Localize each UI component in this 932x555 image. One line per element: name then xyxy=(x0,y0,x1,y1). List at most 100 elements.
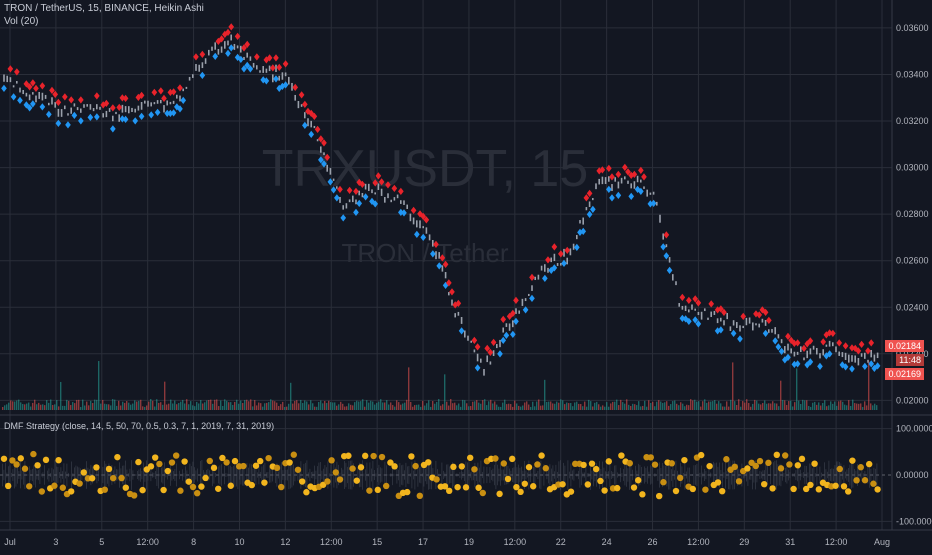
down-marker: ♦ xyxy=(153,108,162,119)
volume-bar xyxy=(340,402,341,410)
volume-bar xyxy=(362,399,363,410)
indicator-bar xyxy=(230,466,231,485)
volume-bar xyxy=(380,399,381,410)
indicator-dot xyxy=(391,463,397,469)
indicator-dot xyxy=(681,457,687,463)
indicator-dot xyxy=(417,493,423,499)
indicator-bar xyxy=(656,475,657,476)
indicator-dot xyxy=(463,484,469,490)
down-marker: ♦ xyxy=(508,330,517,341)
indicator-bar xyxy=(722,463,723,488)
volume-bar xyxy=(116,406,117,410)
indicator-bar xyxy=(143,462,144,487)
volume-bar xyxy=(264,403,265,410)
volume-bar xyxy=(276,403,277,410)
indicator-dot xyxy=(1,456,7,462)
volume-bar xyxy=(764,400,765,410)
indicator-bar xyxy=(400,463,401,487)
indicator-bar xyxy=(491,470,492,480)
indicator-bar xyxy=(451,467,452,483)
volume-bar xyxy=(752,404,753,410)
price-candle xyxy=(707,318,709,320)
volume-bar xyxy=(366,400,367,410)
watermark-symbol: TRXUSDT, 15 xyxy=(262,140,589,198)
indicator-bar xyxy=(644,466,645,483)
down-marker: ♦ xyxy=(816,362,825,373)
volume-bar xyxy=(780,381,781,410)
volume-bar xyxy=(94,400,95,410)
volume-bar xyxy=(444,374,445,410)
volume-bar xyxy=(140,400,141,410)
time-tick-label: 22 xyxy=(556,537,566,547)
indicator-bar xyxy=(499,469,500,482)
price-candle xyxy=(458,312,460,316)
indicator-bar xyxy=(526,471,527,480)
indicator-dot xyxy=(597,478,603,484)
indicator-bar xyxy=(430,461,431,489)
indicator-bar xyxy=(617,472,618,477)
price-candle xyxy=(653,192,655,195)
indicator-bar xyxy=(367,463,368,488)
indicator-bar xyxy=(142,471,143,479)
up-marker: ♦ xyxy=(640,173,649,184)
volume-bar xyxy=(4,405,5,410)
volume-bar xyxy=(860,403,861,410)
indicator-dot xyxy=(257,458,263,464)
volume-bar xyxy=(688,405,689,410)
indicator-bar xyxy=(703,473,704,478)
volume-bar xyxy=(90,401,91,410)
volume-bar xyxy=(832,404,833,410)
indicator-bar xyxy=(49,468,50,481)
indicator-bar xyxy=(518,465,519,486)
indicator-bar xyxy=(761,472,762,479)
indicator-bar xyxy=(770,466,771,484)
indicator-bar xyxy=(373,461,374,489)
volume-bar xyxy=(354,402,355,410)
volume-bar xyxy=(474,401,475,410)
indicator-bar xyxy=(820,467,821,484)
indicator-bar xyxy=(427,466,428,484)
volume-bar xyxy=(788,401,789,410)
indicator-dot xyxy=(412,463,418,469)
price-candle xyxy=(390,200,392,202)
down-marker: ♦ xyxy=(873,361,882,372)
up-marker: ♦ xyxy=(422,216,431,227)
indicator-bar xyxy=(470,472,471,477)
indicator-dot xyxy=(223,459,229,465)
price-candle xyxy=(189,77,191,81)
indicator-bar xyxy=(38,470,39,480)
indicator-dot xyxy=(723,456,729,462)
down-marker: ♦ xyxy=(521,306,530,317)
volume-bar xyxy=(222,406,223,410)
indicator-bar xyxy=(796,470,797,480)
indicator-bar xyxy=(571,464,572,487)
volume-bar xyxy=(244,400,245,410)
volume-bar xyxy=(284,407,285,410)
volume-bar xyxy=(184,403,185,410)
volume-bar xyxy=(646,407,647,410)
volume-bar xyxy=(394,407,395,410)
indicator-dot xyxy=(106,466,112,472)
price-candle xyxy=(829,341,831,347)
volume-bar xyxy=(450,399,451,410)
volume-bar xyxy=(666,401,667,410)
volume-bar xyxy=(328,401,329,410)
indicator-dot xyxy=(177,488,183,494)
volume-bar xyxy=(14,402,15,410)
volume-bar xyxy=(274,401,275,410)
price-candle xyxy=(794,352,796,357)
indicator-dot xyxy=(76,480,82,486)
price-candle xyxy=(90,104,92,110)
indicator-bar xyxy=(388,474,389,475)
volume-bar xyxy=(38,403,39,410)
indicator-dot xyxy=(517,489,523,495)
volume-bar xyxy=(556,402,557,410)
indicator-bar xyxy=(614,466,615,485)
indicator-bar xyxy=(500,464,501,485)
indicator-bar xyxy=(503,470,504,481)
up-marker: ♦ xyxy=(512,296,521,307)
volume-bar xyxy=(682,404,683,410)
up-marker: ♦ xyxy=(233,32,242,43)
indicator-dot xyxy=(232,458,238,464)
